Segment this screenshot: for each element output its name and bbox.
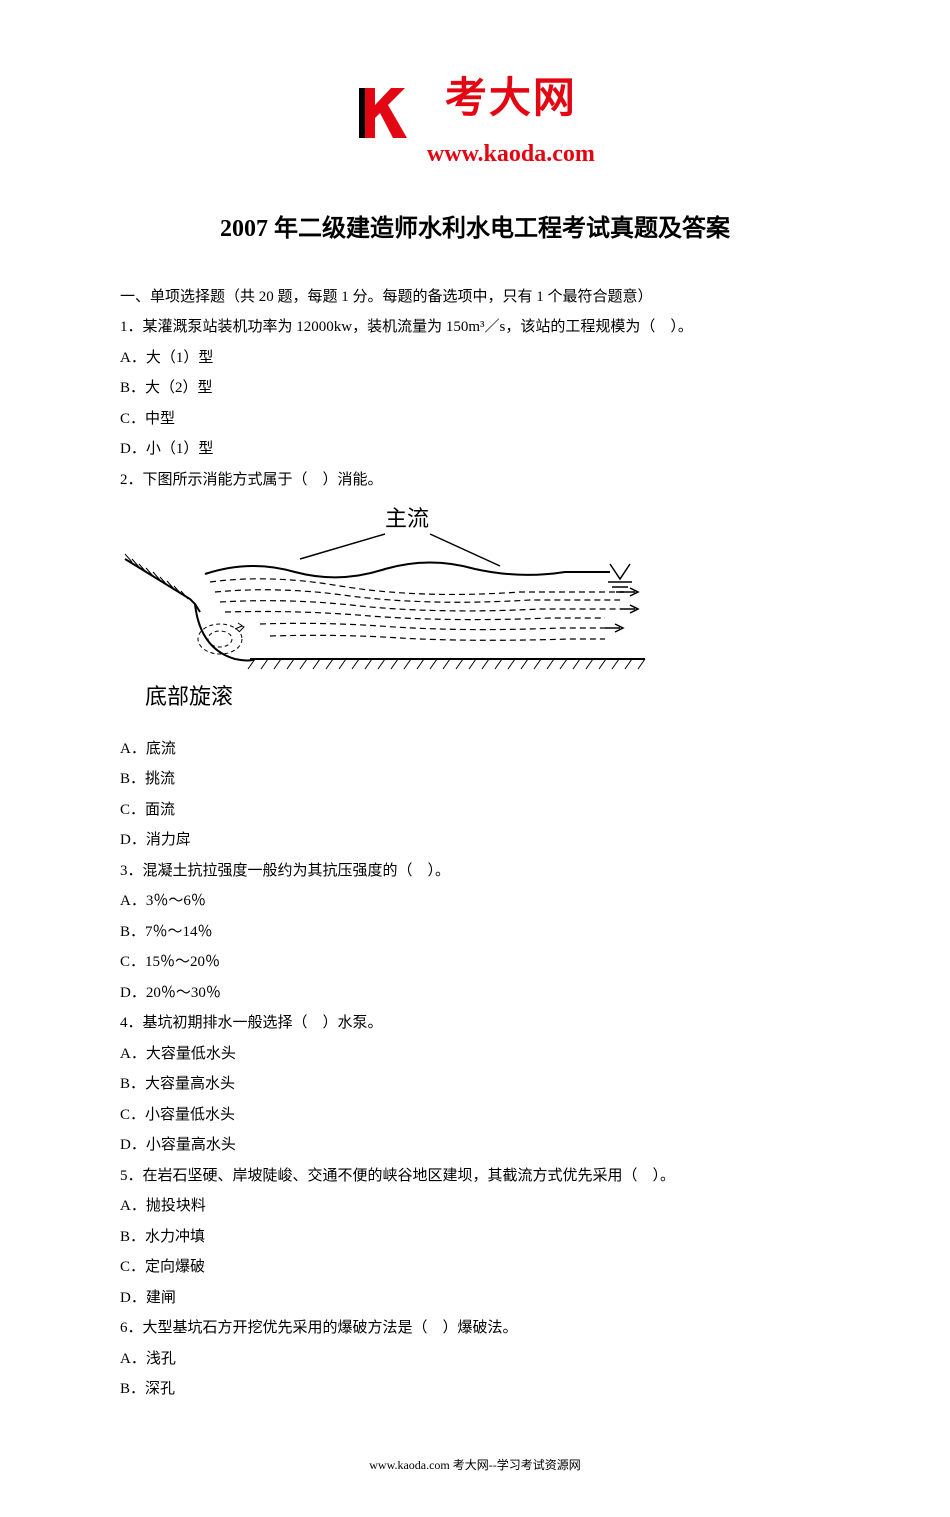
option-a: A．底流 <box>120 735 830 764</box>
option-b: B．大容量高水头 <box>120 1070 830 1099</box>
option-c: C．15％～20％ <box>120 948 830 977</box>
logo-main-text: 考大网 <box>445 76 577 122</box>
logo: 考大网 www.kaoda.com <box>355 60 595 177</box>
option-a: A．大（1）型 <box>120 344 830 373</box>
diagram-container: 主流 <box>120 504 830 725</box>
question-4: 4．基坑初期排水一般选择（ ）水泵。 A．大容量低水头 B．大容量高水头 C．小… <box>120 1009 830 1160</box>
option-a: A．大容量低水头 <box>120 1040 830 1069</box>
question-2: 2．下图所示消能方式属于（ ）消能。 主流 <box>120 466 830 855</box>
question-text: 4．基坑初期排水一般选择（ ）水泵。 <box>120 1009 830 1038</box>
question-text: 5．在岩石坚硬、岸坡陡峻、交通不便的峡谷地区建坝，其截流方式优先采用（ ）。 <box>120 1162 830 1191</box>
page-footer: www.kaoda.com 考大网--学习考试资源网 <box>120 1454 830 1477</box>
option-c: C．中型 <box>120 405 830 434</box>
option-b: B．水力冲填 <box>120 1223 830 1252</box>
option-c: C．定向爆破 <box>120 1253 830 1282</box>
flow-diagram: 主流 <box>120 504 650 714</box>
option-d: D．20％～30％ <box>120 979 830 1008</box>
option-d: D．小容量高水头 <box>120 1131 830 1160</box>
option-b: B．深孔 <box>120 1375 830 1404</box>
option-c: C．小容量低水头 <box>120 1101 830 1130</box>
ground-hatch <box>248 659 645 669</box>
question-1: 1．某灌溉泵站装机功率为 12000kw，装机流量为 150m³／s，该站的工程… <box>120 313 830 464</box>
question-text: 6．大型基坑石方开挖优先采用的爆破方法是（ ）爆破法。 <box>120 1314 830 1343</box>
question-text: 2．下图所示消能方式属于（ ）消能。 <box>120 466 830 495</box>
option-d: D．消力戽 <box>120 826 830 855</box>
section-header: 一、单项选择题（共 20 题，每题 1 分。每题的备选项中，只有 1 个最符合题… <box>120 283 830 312</box>
option-b: B．7％～14％ <box>120 918 830 947</box>
question-text: 1．某灌溉泵站装机功率为 12000kw，装机流量为 150m³／s，该站的工程… <box>120 313 830 342</box>
option-a: A．抛投块料 <box>120 1192 830 1221</box>
option-c: C．面流 <box>120 796 830 825</box>
logo-sub-text: www.kaoda.com <box>427 132 595 178</box>
question-5: 5．在岩石坚硬、岸坡陡峻、交通不便的峡谷地区建坝，其截流方式优先采用（ ）。 A… <box>120 1162 830 1313</box>
logo-container: 考大网 www.kaoda.com <box>120 60 830 177</box>
logo-k-icon <box>355 83 415 154</box>
diagram-label-top: 主流 <box>385 506 429 531</box>
question-3: 3．混凝土抗拉强度一般约为其抗压强度的（ ）。 A．3％～6％ B．7％～14％… <box>120 857 830 1008</box>
question-6: 6．大型基坑石方开挖优先采用的爆破方法是（ ）爆破法。 A．浅孔 B．深孔 <box>120 1314 830 1404</box>
option-a: A．3％～6％ <box>120 887 830 916</box>
option-d: D．小（1）型 <box>120 435 830 464</box>
option-d: D．建闸 <box>120 1284 830 1313</box>
option-a: A．浅孔 <box>120 1345 830 1374</box>
option-b: B．大（2）型 <box>120 374 830 403</box>
question-text: 3．混凝土抗拉强度一般约为其抗压强度的（ ）。 <box>120 857 830 886</box>
page-title: 2007 年二级建造师水利水电工程考试真题及答案 <box>120 207 830 253</box>
option-b: B．挑流 <box>120 765 830 794</box>
diagram-label-bottom: 底部旋滚 <box>145 684 233 709</box>
